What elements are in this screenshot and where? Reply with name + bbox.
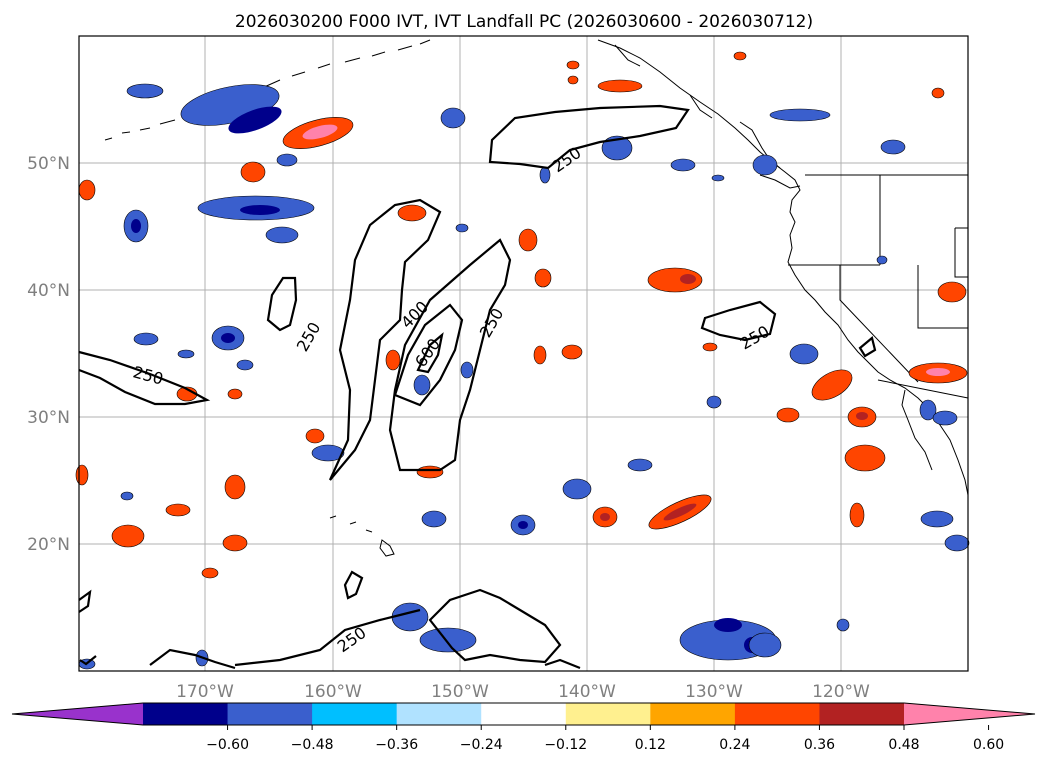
lon-label-160w: 160°W	[304, 682, 362, 702]
lat-label-30n: 30°N	[27, 408, 70, 428]
lon-label-120w: 120°W	[812, 682, 870, 702]
colorbar-bin	[565, 703, 651, 725]
colorbar-tick-label: −0.24	[460, 737, 503, 753]
colorbar-tick-label: 0.48	[888, 737, 919, 753]
colorbar-tick-label: −0.48	[291, 737, 334, 753]
colorbar-bin	[819, 703, 905, 725]
colorbar-tick-label: −0.36	[375, 737, 418, 753]
lon-label-150w: 150°W	[431, 682, 489, 702]
colorbar-bin	[143, 703, 229, 725]
latitude-labels: 50°N 40°N 30°N 20°N	[27, 154, 70, 555]
colorbar-bin	[481, 703, 567, 725]
ivt-contours	[78, 104, 877, 670]
colorbar: −0.60 −0.48 −0.36 −0.24 −0.12 0.12 0.24 0.36 0.4…	[11, 702, 1036, 753]
coastline	[104, 39, 969, 557]
colorbar-tick-label: 0.24	[719, 737, 750, 753]
lat-label-50n: 50°N	[27, 154, 70, 174]
colorbar-bin	[650, 703, 736, 725]
map-frame	[78, 35, 969, 672]
colorbar-bin	[312, 703, 398, 725]
colorbar-tick-label: 0.36	[804, 737, 835, 753]
ivt-positive-anomalies	[75, 51, 968, 579]
colorbar-bin	[396, 703, 482, 725]
colorbar-bin	[227, 703, 313, 725]
lon-label-170w: 170°W	[176, 682, 234, 702]
colorbar-tick-label: 0.12	[635, 737, 666, 753]
map-panel: 250 250 250 250 250 250 400 600	[75, 35, 970, 672]
longitude-labels: 170°W 160°W 150°W 140°W 130°W 120°W	[176, 682, 870, 702]
colorbar-tick-label: 0.60	[973, 737, 1004, 753]
lat-label-20n: 20°N	[27, 535, 70, 555]
map-title: 2026030200 F000 IVT, IVT Landfall PC (20…	[235, 12, 813, 32]
colorbar-extend-high	[904, 703, 1035, 725]
lat-label-40n: 40°N	[27, 281, 70, 301]
lon-label-140w: 140°W	[558, 682, 616, 702]
colorbar-tick-label: −0.12	[544, 737, 587, 753]
colorbar-tick-label: −0.60	[206, 737, 249, 753]
lon-label-130w: 130°W	[685, 682, 743, 702]
colorbar-bin	[734, 703, 820, 725]
colorbar-extend-low	[12, 703, 143, 725]
